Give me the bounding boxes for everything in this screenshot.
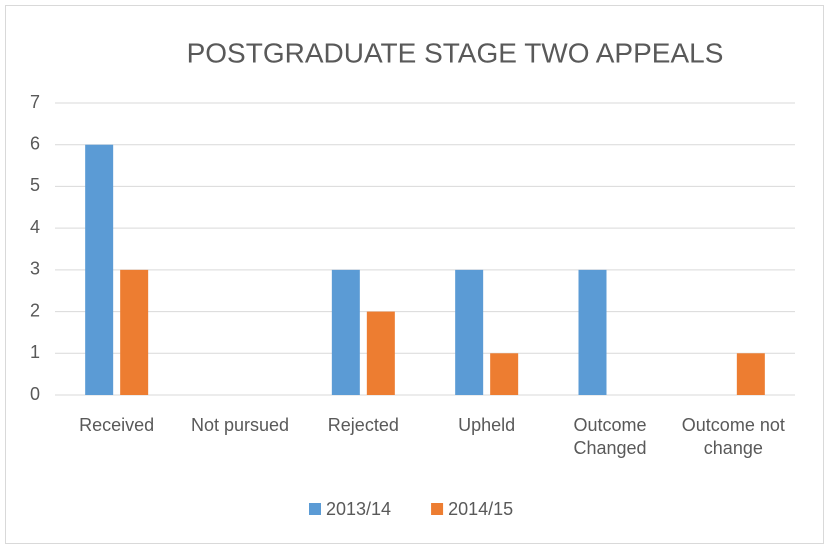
bar bbox=[736, 353, 765, 395]
y-tick-label: 5 bbox=[30, 175, 40, 195]
bar bbox=[331, 269, 360, 395]
y-tick-label: 0 bbox=[30, 384, 40, 404]
x-tick-label: Outcome Changed bbox=[573, 415, 647, 458]
x-tick-label: Not pursued bbox=[190, 415, 290, 435]
legend-label: 2013/14 bbox=[326, 499, 391, 519]
legend-swatch bbox=[309, 503, 321, 515]
legend-swatch bbox=[431, 503, 444, 515]
x-tick-label: Rejected bbox=[327, 415, 399, 435]
bar bbox=[578, 269, 607, 395]
y-tick-label: 4 bbox=[30, 217, 40, 237]
x-tick-label: Outcome not change bbox=[681, 415, 785, 458]
chart-title: POSTGRADUATE STAGE TWO APPEALS bbox=[187, 37, 724, 68]
bar bbox=[455, 269, 484, 395]
bar bbox=[490, 353, 519, 395]
y-tick-label: 6 bbox=[30, 133, 40, 153]
y-tick-label: 1 bbox=[30, 342, 40, 362]
x-tick-label: Upheld bbox=[458, 415, 516, 435]
legend-label: 2014/15 bbox=[448, 499, 513, 519]
bar bbox=[85, 144, 114, 395]
y-tick-label: 2 bbox=[30, 300, 40, 320]
y-tick-label: 3 bbox=[30, 259, 40, 279]
x-tick-label: Received bbox=[79, 415, 155, 435]
bar bbox=[366, 311, 395, 395]
y-tick-label: 7 bbox=[30, 92, 40, 112]
bar bbox=[120, 269, 149, 395]
